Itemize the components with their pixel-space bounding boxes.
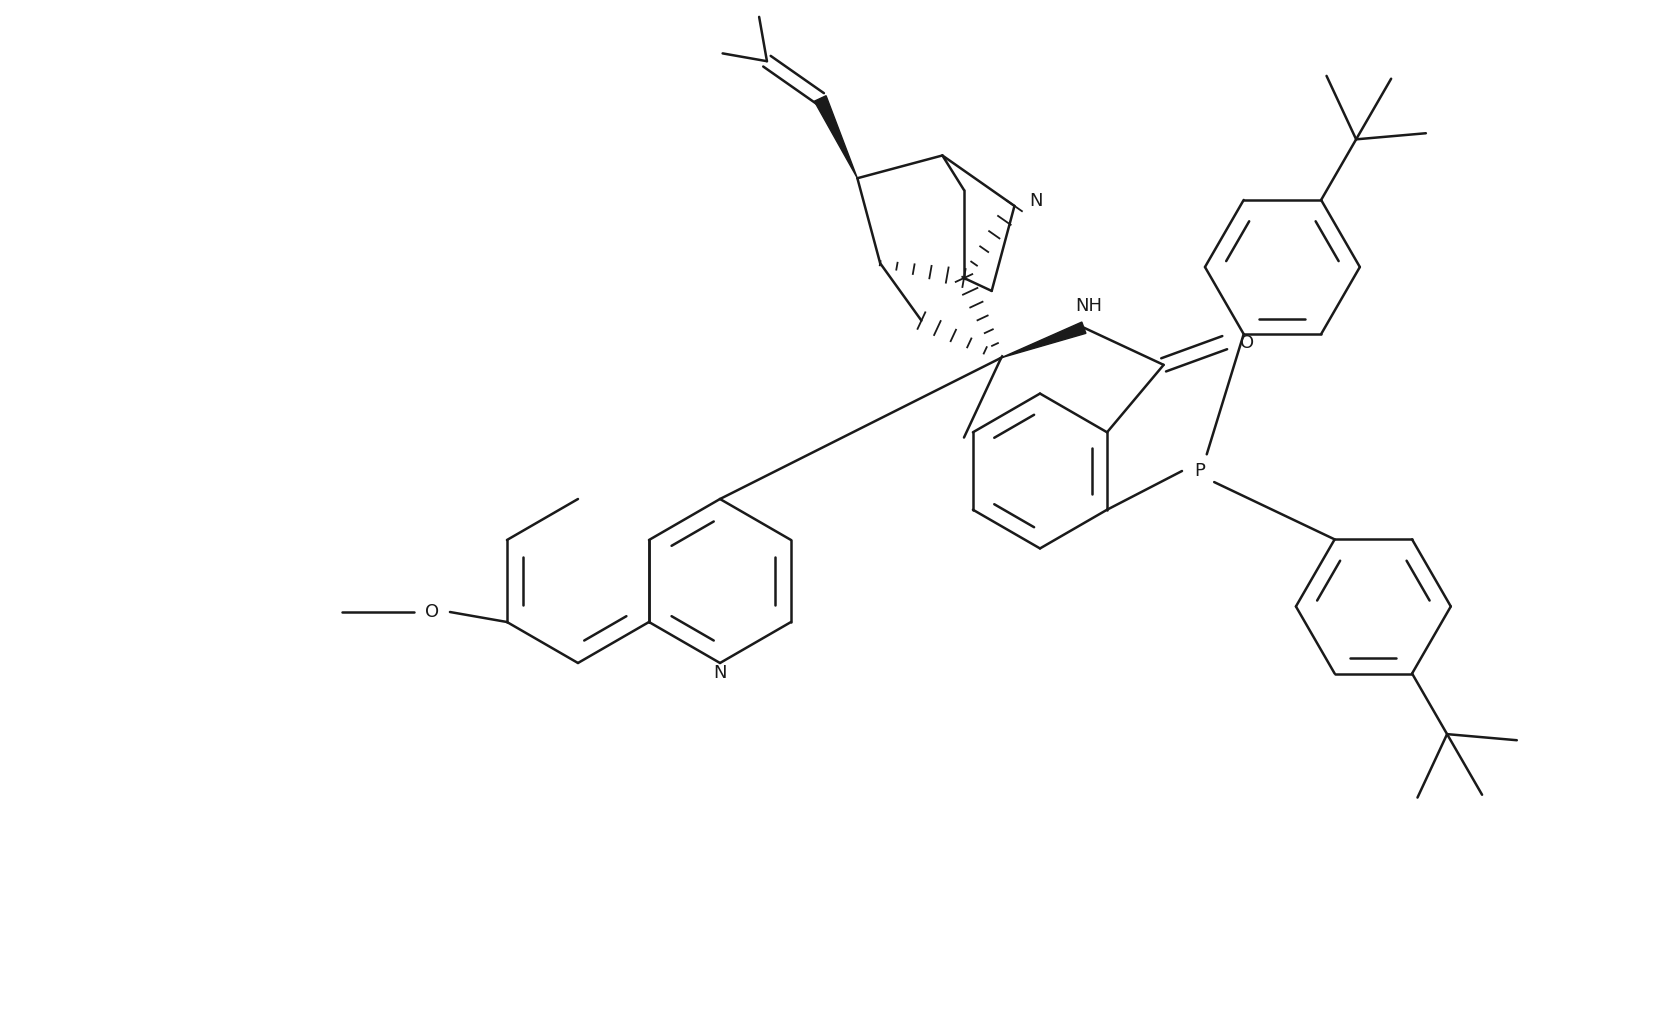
Polygon shape xyxy=(1002,322,1087,358)
Polygon shape xyxy=(814,96,857,178)
Text: O: O xyxy=(424,604,439,621)
Text: NH: NH xyxy=(1075,297,1102,315)
Text: O: O xyxy=(1240,333,1253,352)
Text: P: P xyxy=(1195,462,1205,480)
Text: N: N xyxy=(1030,192,1043,210)
Text: N: N xyxy=(714,664,727,682)
